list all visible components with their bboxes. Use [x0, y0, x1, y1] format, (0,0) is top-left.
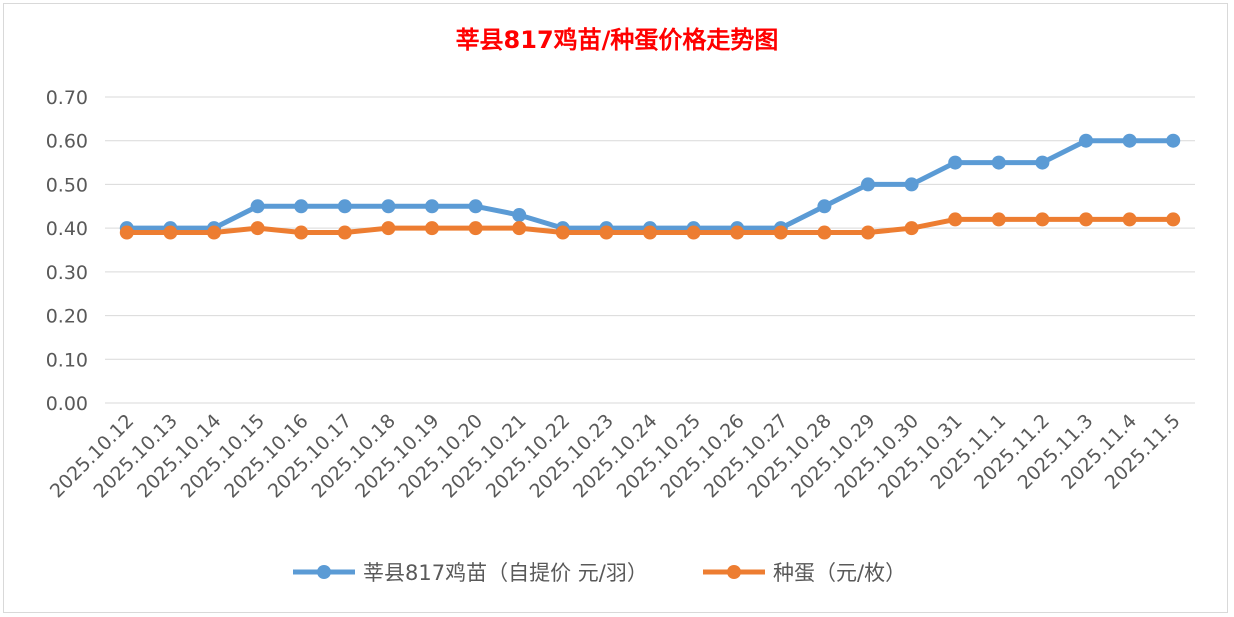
- data-point: [512, 221, 527, 236]
- data-point: [1166, 133, 1181, 148]
- y-tick-label: 0.10: [46, 349, 88, 371]
- data-point: [904, 177, 919, 192]
- data-point: [991, 155, 1006, 170]
- data-point: [643, 225, 657, 240]
- y-tick-label: 0.20: [46, 306, 88, 328]
- data-point: [599, 225, 614, 240]
- data-point: [1166, 212, 1181, 227]
- data-point: [381, 199, 396, 214]
- legend-marker-1: [727, 565, 741, 579]
- data-point: [948, 212, 963, 227]
- data-point: [512, 208, 527, 223]
- data-point: [773, 225, 788, 240]
- data-point: [1122, 212, 1137, 227]
- data-point: [1079, 212, 1093, 227]
- y-tick-label: 0.70: [46, 87, 88, 109]
- y-tick-label: 0.60: [46, 131, 88, 153]
- data-point: [294, 225, 309, 240]
- data-point: [468, 221, 483, 236]
- data-point: [991, 212, 1006, 227]
- data-point: [1122, 133, 1137, 148]
- data-point: [1079, 133, 1093, 148]
- data-point: [1035, 212, 1050, 227]
- data-point: [1035, 155, 1050, 170]
- y-tick-label: 0.00: [46, 393, 88, 415]
- data-point: [948, 155, 963, 170]
- data-point: [425, 221, 439, 236]
- data-point: [207, 225, 221, 240]
- y-tick-label: 0.40: [46, 218, 88, 240]
- data-point: [817, 199, 832, 214]
- chart-title: 莘县817鸡苗/种蛋价格走势图: [456, 26, 779, 54]
- legend-label-1: 种蛋（元/枚）: [773, 561, 906, 585]
- data-point: [555, 225, 570, 240]
- y-tick-label: 0.30: [46, 262, 88, 284]
- data-point: [904, 221, 919, 236]
- data-point: [686, 225, 701, 240]
- data-point: [861, 177, 875, 192]
- data-point: [381, 221, 396, 236]
- data-point: [730, 225, 745, 240]
- legend-marker-0: [317, 565, 331, 579]
- data-point: [250, 199, 265, 214]
- data-point: [119, 225, 134, 240]
- data-point: [337, 225, 352, 240]
- y-tick-label: 0.50: [46, 174, 88, 196]
- data-point: [425, 199, 439, 214]
- data-point: [861, 225, 875, 240]
- data-point: [817, 225, 832, 240]
- chart-area: [3, 3, 1228, 613]
- data-point: [468, 199, 483, 214]
- data-point: [337, 199, 352, 214]
- data-point: [163, 225, 178, 240]
- legend-label-0: 莘县817鸡苗（自提价 元/羽）: [363, 561, 648, 585]
- data-point: [250, 221, 265, 236]
- data-point: [294, 199, 309, 214]
